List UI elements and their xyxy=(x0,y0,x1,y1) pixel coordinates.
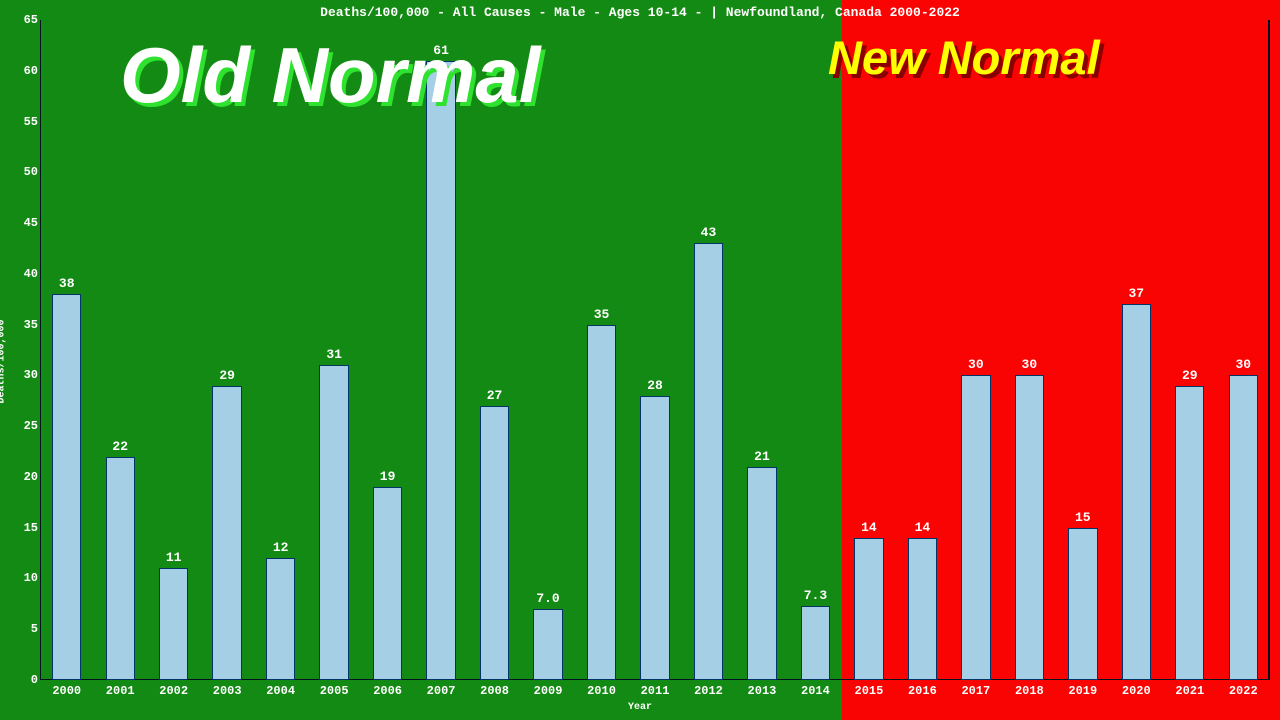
bar xyxy=(1015,375,1044,680)
x-axis: 2000 2001 2002 2003 2004 2005 2006 2007 2008 2009… xyxy=(40,682,1270,702)
x-tick: 2015 xyxy=(855,684,884,698)
bar-value-label: 27 xyxy=(487,388,503,403)
bar-value-label: 28 xyxy=(647,378,663,393)
x-tick: 2000 xyxy=(52,684,81,698)
y-tick: 50 xyxy=(10,165,38,179)
bar-value-label: 21 xyxy=(754,449,770,464)
bar xyxy=(908,538,937,680)
x-tick: 2020 xyxy=(1122,684,1151,698)
bar xyxy=(640,396,669,680)
bar-value-label: 7.3 xyxy=(804,588,827,603)
bar xyxy=(854,538,883,680)
x-tick: 2001 xyxy=(106,684,135,698)
x-tick: 2019 xyxy=(1068,684,1097,698)
x-tick: 2010 xyxy=(587,684,616,698)
bar xyxy=(1229,375,1258,680)
bar-value-label: 30 xyxy=(1022,357,1038,372)
x-tick: 2006 xyxy=(373,684,402,698)
bar xyxy=(106,457,135,680)
bar-value-label: 22 xyxy=(112,439,128,454)
x-tick: 2011 xyxy=(641,684,670,698)
x-tick: 2007 xyxy=(427,684,456,698)
x-tick: 2014 xyxy=(801,684,830,698)
bar xyxy=(1122,304,1151,680)
bar xyxy=(747,467,776,680)
y-tick: 20 xyxy=(10,470,38,484)
bar-value-label: 30 xyxy=(968,357,984,372)
x-tick: 2022 xyxy=(1229,684,1258,698)
bar xyxy=(212,386,241,680)
bar-value-label: 38 xyxy=(59,276,75,291)
bar-value-label: 12 xyxy=(273,540,289,555)
x-tick: 2017 xyxy=(961,684,990,698)
x-tick: 2012 xyxy=(694,684,723,698)
bar xyxy=(961,375,990,680)
bar-value-label: 31 xyxy=(326,347,342,362)
x-tick: 2021 xyxy=(1175,684,1204,698)
x-tick: 2004 xyxy=(266,684,295,698)
x-tick: 2002 xyxy=(159,684,188,698)
bar xyxy=(533,609,562,680)
y-tick: 60 xyxy=(10,64,38,78)
x-tick: 2013 xyxy=(748,684,777,698)
y-tick: 45 xyxy=(10,216,38,230)
y-tick: 55 xyxy=(10,115,38,129)
y-tick: 35 xyxy=(10,318,38,332)
y-axis: 05101520253035404550556065 xyxy=(10,20,38,680)
bar-value-label: 14 xyxy=(861,520,877,535)
bar xyxy=(801,606,830,680)
annotation-text: Old NormalOld Normal xyxy=(120,30,540,121)
chart-title: Deaths/100,000 - All Causes - Male - Age… xyxy=(0,5,1280,20)
x-tick: 2018 xyxy=(1015,684,1044,698)
bar xyxy=(52,294,81,680)
x-tick: 2009 xyxy=(534,684,563,698)
bar-value-label: 19 xyxy=(380,469,396,484)
bar xyxy=(159,568,188,680)
bar xyxy=(426,61,455,680)
bar xyxy=(480,406,509,680)
bar-value-label: 7.0 xyxy=(536,591,559,606)
annotation-text: New NormalNew Normal xyxy=(828,30,1100,85)
y-tick: 40 xyxy=(10,267,38,281)
x-tick: 2008 xyxy=(480,684,509,698)
bar xyxy=(1068,528,1097,680)
bar xyxy=(1175,386,1204,680)
y-tick: 30 xyxy=(10,368,38,382)
bar xyxy=(266,558,295,680)
y-tick: 10 xyxy=(10,571,38,585)
y-tick: 0 xyxy=(10,673,38,687)
bar xyxy=(373,487,402,680)
x-tick: 2005 xyxy=(320,684,349,698)
y-axis-label: Deaths/100,000 xyxy=(0,319,8,403)
chart-container: Deaths/100,000 - All Causes - Male - Age… xyxy=(0,0,1280,720)
x-tick: 2016 xyxy=(908,684,937,698)
bar-value-label: 30 xyxy=(1235,357,1251,372)
bar xyxy=(587,325,616,680)
bar-value-label: 29 xyxy=(1182,368,1198,383)
bar xyxy=(694,243,723,680)
y-tick: 25 xyxy=(10,419,38,433)
bar-value-label: 15 xyxy=(1075,510,1091,525)
bar-value-label: 29 xyxy=(219,368,235,383)
bar-value-label: 35 xyxy=(594,307,610,322)
bar-value-label: 37 xyxy=(1128,286,1144,301)
bar-value-label: 11 xyxy=(166,550,182,565)
x-tick: 2003 xyxy=(213,684,242,698)
bar-value-label: 43 xyxy=(701,225,717,240)
bar-value-label: 14 xyxy=(915,520,931,535)
x-axis-label: Year xyxy=(628,702,652,713)
bar xyxy=(319,365,348,680)
y-tick: 5 xyxy=(10,622,38,636)
y-tick: 15 xyxy=(10,521,38,535)
